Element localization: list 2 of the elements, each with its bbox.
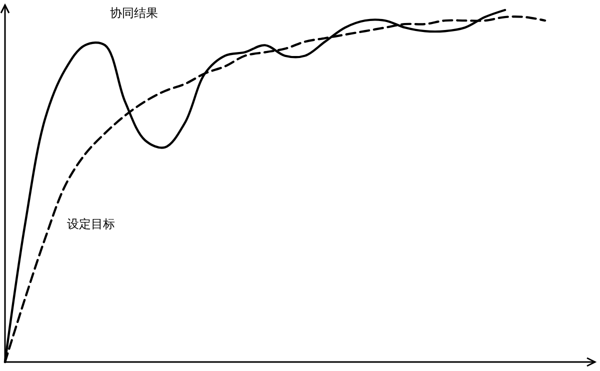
series-label: 设定目标: [67, 217, 115, 231]
text: 协同结果: [110, 6, 158, 20]
